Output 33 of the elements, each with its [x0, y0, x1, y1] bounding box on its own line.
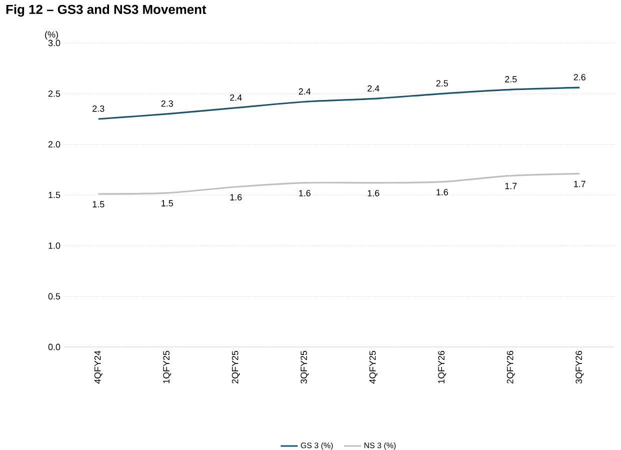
y-tick-label: 1.0: [48, 242, 60, 249]
data-label: 1.5: [92, 201, 104, 208]
data-label: 2.3: [92, 105, 104, 112]
data-label: 2.3: [161, 100, 173, 107]
y-tick-label: 0.0: [48, 344, 60, 350]
chart-title: Fig 12 – GS3 and NS3 Movement: [6, 4, 206, 17]
data-label: 2.5: [505, 76, 517, 82]
data-label: 2.5: [436, 80, 448, 86]
x-tick-label: 3QFY26: [576, 350, 584, 384]
x-tick-label: 1QFY26: [438, 350, 446, 384]
y-tick-label: 2.0: [48, 141, 60, 148]
y-tick-label: 3.0: [48, 40, 60, 46]
data-label: 1.5: [162, 200, 173, 206]
data-label: 2.4: [230, 94, 242, 101]
x-tick-label: 4QFY25: [369, 350, 378, 384]
y-axis-title: (%): [45, 31, 58, 40]
y-tick-label: 1.5: [48, 192, 60, 198]
data-label: 1.6: [299, 190, 310, 196]
x-tick-label: 2QFY26: [506, 350, 515, 384]
data-label: 2.4: [368, 85, 380, 92]
data-label: 1.6: [436, 189, 448, 196]
data-label: 1.7: [574, 180, 586, 188]
data-label: 2.6: [574, 74, 586, 80]
data-label: 1.6: [368, 190, 380, 196]
x-tick-label: 3QFY25: [300, 350, 309, 384]
data-label: 2.4: [298, 88, 311, 95]
y-tick-label: 0.5: [48, 293, 60, 300]
data-label: 1.7: [505, 182, 517, 190]
y-tick-label: 2.5: [48, 90, 60, 97]
x-tick-label: 1QFY25: [163, 350, 172, 384]
x-tick-label: 4QFY24: [94, 350, 102, 384]
x-tick-label: 2QFY25: [232, 350, 240, 384]
data-label: 1.6: [230, 194, 242, 200]
